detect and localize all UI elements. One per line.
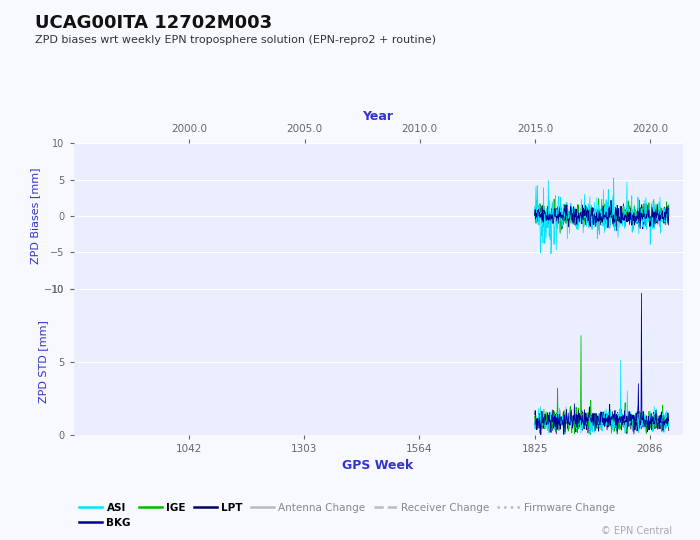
Text: © EPN Central: © EPN Central xyxy=(601,525,672,536)
Text: UCAG00ITA 12702M003: UCAG00ITA 12702M003 xyxy=(35,14,272,31)
Y-axis label: ZPD STD [mm]: ZPD STD [mm] xyxy=(38,320,48,403)
Legend: ASI, BKG, IGE, LPT, Antenna Change, Receiver Change, Firmware Change: ASI, BKG, IGE, LPT, Antenna Change, Rece… xyxy=(75,498,620,532)
Text: ZPD biases wrt weekly EPN troposphere solution (EPN-repro2 + routine): ZPD biases wrt weekly EPN troposphere so… xyxy=(35,35,436,45)
X-axis label: GPS Week: GPS Week xyxy=(342,460,414,472)
X-axis label: Year: Year xyxy=(363,110,393,123)
Y-axis label: ZPD Biases [mm]: ZPD Biases [mm] xyxy=(30,168,40,264)
